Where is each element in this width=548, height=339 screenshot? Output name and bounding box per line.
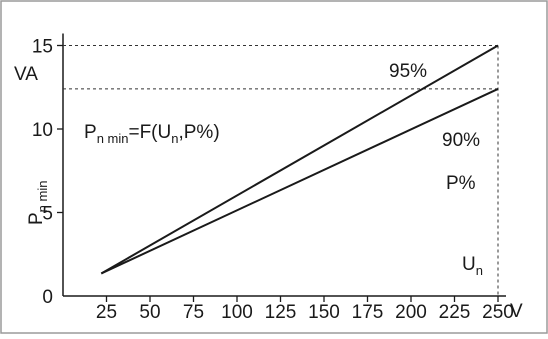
y-tick-label: 15: [32, 37, 53, 58]
series-label-90: 90%: [442, 130, 480, 151]
x-tick-label: 150: [308, 302, 340, 323]
param-label: P%: [446, 173, 476, 194]
x-tick-label: 50: [139, 302, 160, 323]
x-tick-label: 25: [96, 302, 117, 323]
x-variable-main: U: [462, 254, 476, 275]
formula-sub-n: n: [171, 131, 178, 146]
formula-mid: =F(U: [128, 122, 171, 143]
y-axis-label-sub: n min: [35, 181, 50, 213]
formula-end: ,P%): [178, 122, 219, 143]
x-tick-label: 100: [221, 302, 253, 323]
series-label-95: 95%: [389, 61, 427, 82]
y-unit-label: VA: [14, 64, 38, 85]
x-variable-sub: n: [476, 263, 483, 278]
x-tick-label: 225: [439, 302, 471, 323]
formula-p: P: [84, 122, 97, 143]
y-axis-label-main: P: [26, 212, 47, 225]
y-tick-label: 0: [42, 287, 53, 308]
x-tick-label: 125: [265, 302, 297, 323]
x-tick-label: 175: [352, 302, 384, 323]
x-tick-label: 200: [395, 302, 427, 323]
x-unit-label: V: [510, 301, 523, 322]
x-tick-label: 75: [183, 302, 204, 323]
formula-sub-nmin: n min: [97, 131, 129, 146]
chart-border: [1, 1, 547, 333]
y-tick-label: 10: [32, 120, 53, 141]
